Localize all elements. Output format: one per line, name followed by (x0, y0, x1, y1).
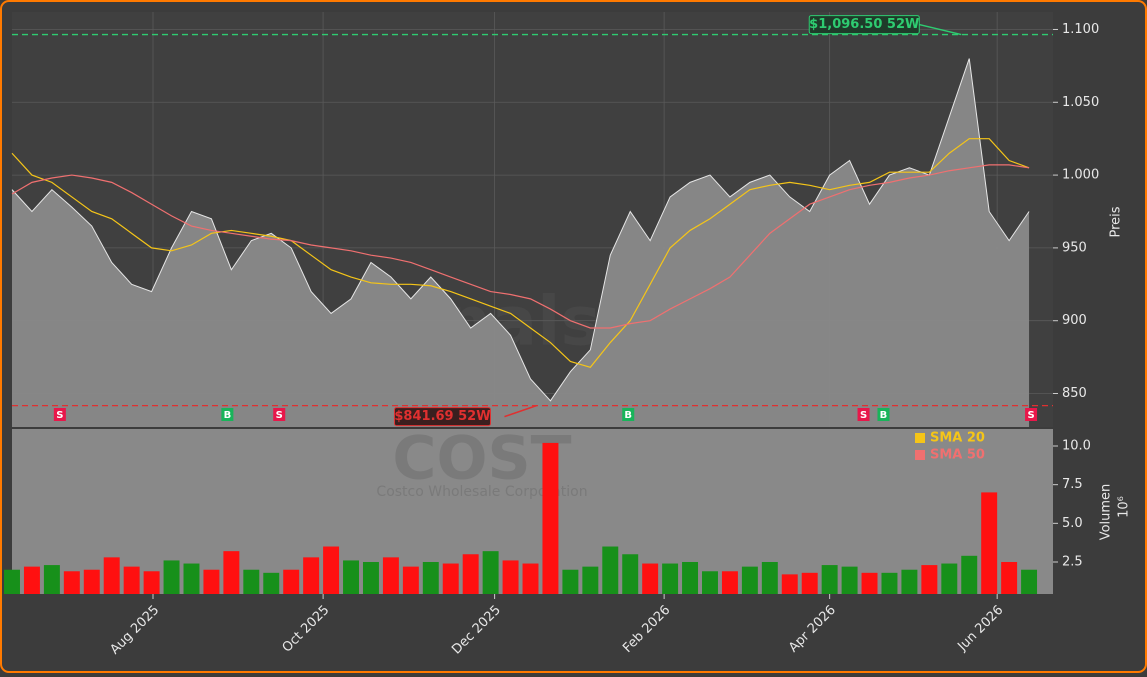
volume-bar (602, 546, 619, 594)
signal-marker (857, 408, 870, 421)
volume-bar (482, 551, 499, 594)
y-tick-label: 950 (1062, 240, 1087, 255)
volume-bar (402, 566, 419, 594)
volume-bar (522, 563, 539, 594)
volume-bar (562, 569, 579, 594)
volume-bar (961, 555, 978, 594)
volume-bar (861, 572, 878, 594)
volume-bar (821, 565, 838, 594)
volume-bar (702, 571, 718, 594)
volume-bar (43, 565, 60, 594)
y-tick-label: 900 (1062, 313, 1087, 328)
volume-bar (921, 565, 938, 594)
volume-bar (721, 571, 738, 594)
y-tick-label: 1.100 (1062, 22, 1099, 37)
volume-bar (761, 561, 778, 594)
volume-bar (901, 569, 918, 594)
volume-bar (4, 569, 20, 594)
y-tick-label: 2.5 (1062, 554, 1083, 569)
volume-bar (781, 574, 798, 594)
y-axis-label: Volumen (1099, 484, 1114, 541)
volume-bar (362, 561, 379, 594)
volume-bar (163, 560, 180, 594)
volume-bar (642, 563, 659, 594)
volume-bar (223, 551, 240, 594)
volume-bar (941, 563, 958, 594)
volume-bar (343, 560, 359, 594)
signal-marker (622, 408, 635, 421)
annotation-arrow (504, 404, 537, 418)
annotation-label: $1,096.50 52W (809, 17, 919, 32)
signal-label: B (624, 410, 632, 421)
volume-bar (63, 571, 80, 594)
volume-bar (622, 554, 639, 594)
annotation-arrow (919, 23, 962, 36)
signal-label: B (880, 410, 888, 421)
volume-bar (981, 492, 998, 594)
volume-bar (323, 546, 340, 594)
signal-label: S (56, 410, 63, 421)
sma-line (11, 164, 1030, 329)
y-tick-label: 1.000 (1062, 168, 1099, 183)
volume-bar (103, 557, 120, 594)
volume-bar (801, 572, 818, 594)
watermark-symbol: COST (392, 424, 571, 494)
volume-bar (582, 566, 599, 594)
volume-bar (183, 563, 200, 594)
volume-bar (1001, 561, 1018, 594)
signal-marker (221, 408, 234, 421)
volume-bar (263, 572, 280, 594)
watermark-company: Costco Wholesale Corporation (376, 484, 587, 500)
signal-marker (1025, 408, 1038, 421)
annotation-box (808, 15, 920, 35)
volume-bar (682, 561, 699, 594)
legend-swatch (915, 450, 925, 460)
volume-bar (123, 566, 140, 594)
annotation-label: $841.69 52W (394, 409, 490, 424)
volume-bar (1021, 569, 1038, 594)
legend-label: SMA 50 (930, 448, 985, 463)
volume-bar (303, 557, 320, 594)
price-line (11, 58, 1030, 402)
volume-bar (23, 566, 40, 594)
y-tick-label: 7.5 (1062, 477, 1083, 492)
signal-label: S (1027, 410, 1034, 421)
volume-bar (662, 563, 679, 594)
y-axis-label: Preis (1109, 206, 1124, 237)
volume-bar (502, 560, 519, 594)
price-area (12, 58, 1030, 427)
volume-bar (422, 561, 439, 594)
volume-bar (442, 563, 459, 594)
volume-bar (841, 566, 858, 594)
signal-marker (273, 408, 286, 421)
volume-bar (741, 566, 758, 594)
y-tick-label: 850 (1062, 386, 1087, 401)
signal-marker (53, 408, 66, 421)
signal-label: S (860, 410, 867, 421)
y-tick-label: 1.050 (1062, 95, 1099, 110)
volume-bar (462, 554, 479, 594)
volume-bar (382, 557, 399, 594)
signal-label: S (276, 410, 283, 421)
legend-swatch (915, 433, 925, 443)
legend-label: SMA 20 (930, 431, 985, 446)
annotation-box (393, 407, 491, 427)
volume-bar (243, 569, 260, 594)
y-tick-label: 10.0 (1062, 439, 1091, 454)
volume-bar (283, 569, 300, 594)
sma-line (11, 138, 1030, 368)
volume-bar (881, 572, 898, 594)
volume-bar (143, 571, 160, 594)
y-axis-unit: 10⁶ (1117, 496, 1132, 518)
volume-bar (83, 569, 100, 594)
volume-bar (203, 569, 220, 594)
volume-bar (542, 442, 559, 594)
signal-marker (877, 408, 890, 421)
signal-label: B (224, 410, 232, 421)
y-tick-label: 5.0 (1062, 516, 1083, 531)
